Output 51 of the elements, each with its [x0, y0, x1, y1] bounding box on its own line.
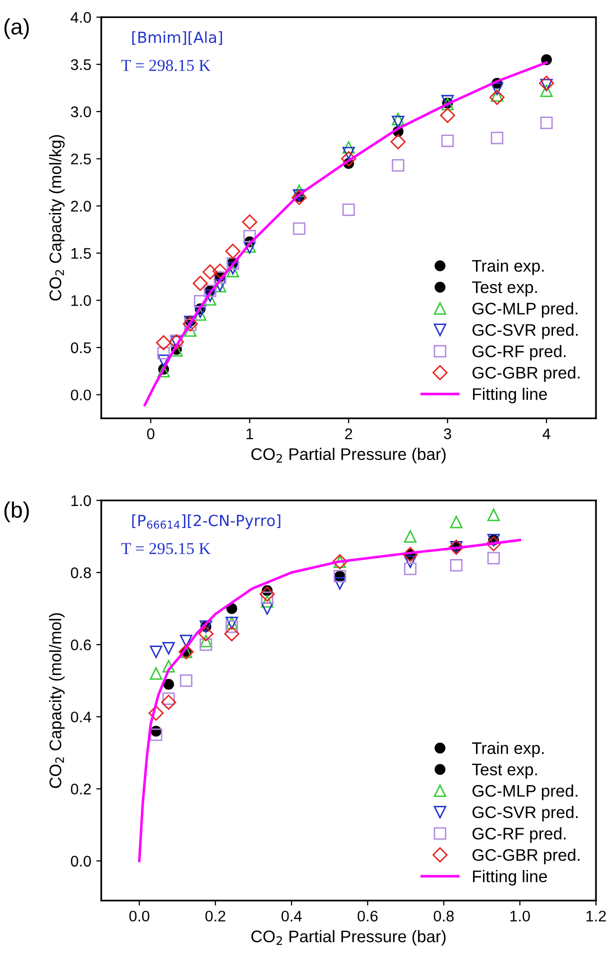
x-tick-label: 0.2	[205, 910, 226, 922]
y-tick-label: 0.4	[70, 712, 92, 722]
x-tick-label: 1.0	[510, 910, 530, 922]
x-tick-label: 2	[345, 428, 352, 440]
y-tick-label: 3.5	[70, 59, 91, 70]
y-axis-title: CO$_{2}$ Capacity (mol/kg)	[49, 135, 65, 301]
y-tick-label: 0.0	[70, 856, 91, 867]
x-tick-label: 0.0	[129, 910, 150, 922]
y-tick-label: 2.5	[71, 154, 91, 164]
legend-label: GC-SVR pred.	[472, 806, 578, 822]
x-tick-label: 1.2	[586, 910, 606, 922]
y-tick-label: 0.5	[70, 342, 91, 354]
legend-label: Train exp.	[472, 260, 544, 276]
y-tick-label: 4.0	[70, 12, 91, 23]
legend-label: GC-MLP pred.	[472, 302, 578, 318]
annotation: T = 298.15 K	[121, 60, 211, 72]
x-tick-label: 0.6	[358, 910, 378, 922]
legend-label: Fitting line	[473, 388, 547, 404]
text: (b)	[4, 502, 29, 522]
y-tick-label: 0.0	[70, 390, 91, 400]
legend-label: Train exp.	[472, 742, 544, 758]
x-tick-label: 3	[444, 428, 452, 440]
x-tick-label: 0.8	[434, 910, 454, 922]
y-tick-label: 1.0	[71, 295, 91, 306]
legend-label: GC-GBR pred.	[472, 848, 580, 864]
annotation: T = 295.15 K	[121, 542, 211, 554]
x-axis-title: CO$_{2}$ Partial Pressure (bar)	[251, 448, 446, 464]
x-tick-label: 0.4	[282, 910, 302, 922]
x-axis-title: CO$_{2}$ Partial Pressure (bar)	[251, 930, 446, 946]
legend-label: GC-MLP pred.	[472, 784, 578, 800]
y-tick-label: 2.0	[71, 200, 91, 212]
y-tick-label: 1.5	[71, 248, 91, 259]
legend-label: GC-RF pred.	[472, 345, 566, 361]
text: (a)	[4, 18, 29, 39]
x-tick-label: 1	[246, 428, 254, 440]
legend-label: GC-RF pred.	[472, 827, 566, 843]
legend-label: GC-GBR pred.	[472, 366, 580, 382]
y-tick-label: 0.6	[70, 639, 91, 650]
y-tick-label: 0.2	[70, 784, 91, 794]
legend-label: Fitting line	[473, 870, 547, 886]
y-tick-label: 0.8	[70, 567, 91, 578]
y-axis-title: CO$_{2}$ Capacity (mol/mol)	[49, 613, 65, 788]
legend-label: Test exp.	[472, 764, 537, 779]
annotation: [Bmim][Ala]	[132, 31, 222, 45]
x-tick-label: 0	[147, 428, 154, 440]
annotation: [P$_{66614}$][2-CN-Pyrro]	[132, 514, 280, 530]
y-tick-label: 1.0	[71, 495, 91, 506]
y-tick-label: 3.0	[70, 106, 91, 118]
legend-label: GC-SVR pred.	[472, 324, 578, 340]
x-tick-label: 4	[542, 428, 550, 440]
legend-label: Test exp.	[472, 282, 537, 296]
